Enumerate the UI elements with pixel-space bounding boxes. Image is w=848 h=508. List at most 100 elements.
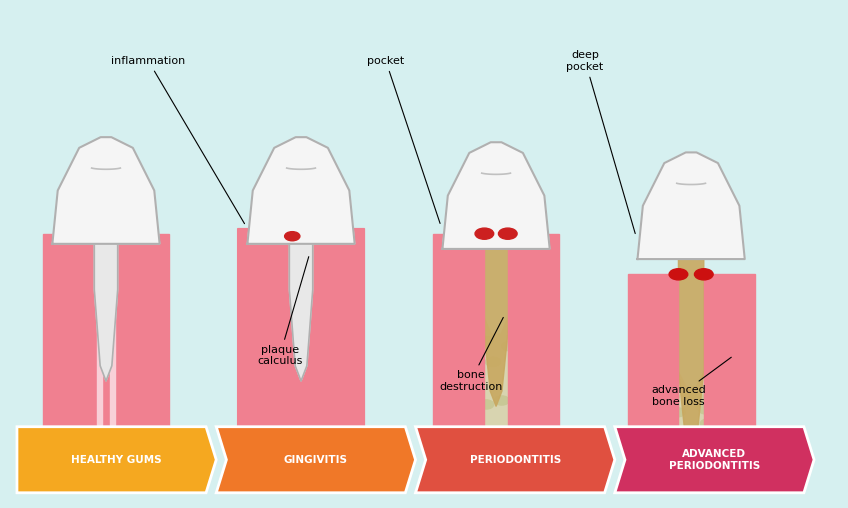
- Circle shape: [485, 357, 500, 366]
- Polygon shape: [289, 206, 313, 224]
- Circle shape: [57, 309, 72, 319]
- Text: PERIODONTITIS: PERIODONTITIS: [470, 455, 561, 465]
- Circle shape: [718, 389, 734, 398]
- Polygon shape: [289, 239, 313, 340]
- Polygon shape: [628, 274, 678, 467]
- Circle shape: [45, 364, 60, 373]
- Circle shape: [274, 425, 289, 434]
- Circle shape: [516, 450, 532, 459]
- Circle shape: [532, 449, 547, 458]
- Circle shape: [657, 430, 672, 439]
- Circle shape: [103, 311, 119, 320]
- Circle shape: [66, 321, 81, 330]
- Circle shape: [478, 400, 494, 409]
- Circle shape: [336, 305, 351, 314]
- Circle shape: [699, 405, 714, 414]
- Text: deep
pocket: deep pocket: [566, 50, 635, 234]
- Circle shape: [538, 436, 553, 446]
- Text: inflammation: inflammation: [111, 56, 244, 224]
- Circle shape: [317, 348, 332, 358]
- Polygon shape: [237, 229, 365, 467]
- Circle shape: [695, 401, 711, 410]
- Text: advanced
bone loss: advanced bone loss: [651, 357, 731, 407]
- Circle shape: [122, 402, 137, 411]
- Circle shape: [118, 288, 133, 297]
- Polygon shape: [42, 259, 170, 467]
- Circle shape: [449, 439, 465, 448]
- Circle shape: [466, 382, 481, 391]
- Circle shape: [299, 289, 315, 298]
- Circle shape: [633, 433, 649, 442]
- Polygon shape: [98, 234, 102, 467]
- Circle shape: [247, 390, 262, 399]
- Polygon shape: [483, 213, 509, 234]
- Text: ADVANCED
PERIODONTITIS: ADVANCED PERIODONTITIS: [669, 449, 760, 470]
- Circle shape: [669, 269, 688, 280]
- Polygon shape: [17, 427, 216, 493]
- Circle shape: [103, 428, 118, 437]
- Circle shape: [695, 269, 713, 280]
- Polygon shape: [53, 137, 159, 244]
- Polygon shape: [638, 152, 745, 259]
- Polygon shape: [678, 221, 704, 244]
- Circle shape: [127, 449, 142, 458]
- Circle shape: [259, 449, 275, 458]
- Circle shape: [143, 329, 159, 338]
- Polygon shape: [289, 239, 313, 381]
- Circle shape: [66, 305, 81, 314]
- Polygon shape: [615, 427, 814, 493]
- Polygon shape: [432, 234, 484, 467]
- Text: bone
destruction: bone destruction: [439, 318, 504, 392]
- Text: pocket: pocket: [367, 56, 440, 224]
- Circle shape: [132, 347, 148, 356]
- Circle shape: [631, 403, 646, 412]
- Circle shape: [54, 401, 70, 410]
- Circle shape: [477, 336, 493, 345]
- Text: GINGIVITIS: GINGIVITIS: [284, 455, 348, 465]
- Circle shape: [283, 306, 298, 315]
- Circle shape: [630, 436, 645, 446]
- Polygon shape: [678, 244, 704, 452]
- Circle shape: [242, 432, 257, 441]
- Circle shape: [248, 397, 263, 406]
- Circle shape: [468, 374, 483, 384]
- Circle shape: [471, 338, 486, 347]
- Circle shape: [435, 392, 450, 401]
- Circle shape: [258, 343, 273, 353]
- Circle shape: [454, 340, 469, 350]
- Circle shape: [494, 396, 510, 405]
- Circle shape: [131, 363, 147, 372]
- Circle shape: [536, 353, 551, 362]
- Circle shape: [706, 431, 722, 440]
- Polygon shape: [42, 234, 170, 467]
- Polygon shape: [416, 427, 615, 493]
- Circle shape: [316, 349, 332, 358]
- Circle shape: [252, 438, 267, 447]
- Polygon shape: [94, 239, 118, 381]
- Polygon shape: [704, 274, 755, 467]
- Circle shape: [463, 390, 478, 399]
- Circle shape: [700, 419, 716, 428]
- Text: HEALTHY GUMS: HEALTHY GUMS: [71, 455, 162, 465]
- Circle shape: [475, 228, 494, 239]
- Circle shape: [517, 356, 533, 365]
- Circle shape: [346, 394, 361, 403]
- Circle shape: [50, 344, 65, 354]
- Circle shape: [92, 377, 108, 387]
- Polygon shape: [443, 142, 550, 249]
- Circle shape: [670, 408, 685, 417]
- Circle shape: [289, 328, 304, 337]
- Circle shape: [265, 315, 281, 324]
- Circle shape: [713, 437, 728, 446]
- Polygon shape: [432, 311, 560, 467]
- Circle shape: [466, 367, 481, 376]
- Circle shape: [633, 449, 649, 458]
- Polygon shape: [248, 137, 354, 244]
- Circle shape: [85, 336, 100, 345]
- Polygon shape: [628, 368, 755, 467]
- Polygon shape: [110, 234, 114, 467]
- Circle shape: [142, 397, 158, 406]
- Circle shape: [631, 429, 646, 438]
- Circle shape: [517, 434, 533, 443]
- Circle shape: [113, 323, 128, 332]
